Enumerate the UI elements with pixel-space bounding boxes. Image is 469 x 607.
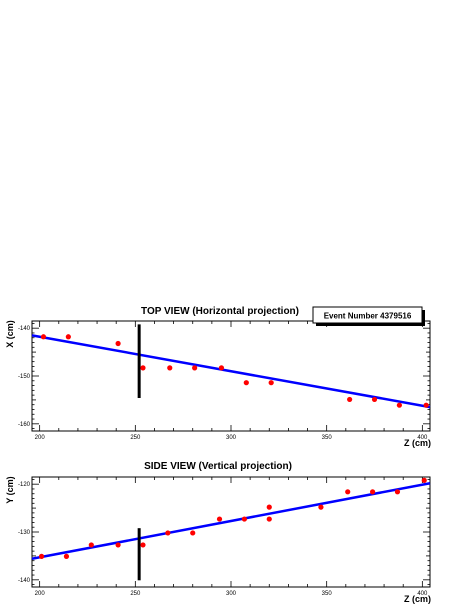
side-view-hit-point <box>63 553 70 559</box>
side-view-hit-point <box>241 516 247 522</box>
top-view-hit-point <box>423 402 429 408</box>
event-number-box: Event Number 4379516 <box>312 306 425 326</box>
side-view-hit-point <box>165 530 171 536</box>
top-view-hit-point <box>115 340 121 347</box>
side-view-ytick-label: -140 <box>18 578 31 584</box>
top-view-hit-point <box>40 334 47 340</box>
top-view-xtick-label: 350 <box>322 435 333 441</box>
top-view-hit-point <box>347 396 353 403</box>
top-view-fit-line <box>31 334 431 409</box>
side-view-hit-point <box>190 530 196 536</box>
side-view-xtick-label: 350 <box>322 591 333 597</box>
event-number-label: Event Number 4379516 <box>324 312 412 321</box>
event-number-box-frame <box>312 306 423 324</box>
top-view-hit-point <box>167 365 173 371</box>
side-view-ylabel: Y (cm) <box>5 476 15 503</box>
top-view-ytick-label: -140 <box>18 326 31 332</box>
top-view-hit-point <box>140 365 146 371</box>
top-view-xtick-label: 250 <box>130 435 141 441</box>
side-view-hit-point <box>88 542 94 548</box>
side-view-hit-point <box>216 516 223 522</box>
top-view-xtick-label: 400 <box>417 435 428 441</box>
side-view-ytick-label: -130 <box>18 530 31 536</box>
side-view-xtick-label: 250 <box>130 591 141 597</box>
top-view-hit-point <box>218 365 225 371</box>
top-view-xtick-label: 200 <box>35 435 46 441</box>
side-view-hit-point <box>140 542 146 548</box>
side-view-hit-point <box>345 489 351 495</box>
side-view-hit-point <box>266 504 272 510</box>
top-view-hit-point <box>243 380 249 386</box>
side-view-hit-point <box>421 477 427 483</box>
top-view-xtick-label: 300 <box>226 435 237 441</box>
side-view-xtick-label: 300 <box>226 591 237 597</box>
top-view-hit-point <box>371 396 378 403</box>
side-view-hit-point <box>266 516 272 522</box>
top-view-hit-point <box>65 334 71 340</box>
side-view-xtick-label: 200 <box>35 591 46 597</box>
side-view-hit-point <box>318 504 324 510</box>
top-view-plot-frame <box>31 320 431 432</box>
side-view-xlabel: Z (cm) <box>404 594 431 604</box>
side-view-hit-point <box>369 489 376 495</box>
side-view-hit-point <box>394 489 401 495</box>
side-view-fit-line <box>31 481 431 561</box>
top-view-title: TOP VIEW (Horizontal projection) <box>141 306 299 317</box>
side-view-hit-point <box>115 542 121 548</box>
top-view-ylabel: X (cm) <box>5 320 15 348</box>
top-view-hit-point <box>192 365 198 371</box>
top-view-panel: 200 250 300 350 400 -140 -150 -160 TOP VIEW (Hor… <box>5 306 431 448</box>
side-view-title: SIDE VIEW (Vertical projection) <box>144 461 292 472</box>
top-view-hit-point <box>268 380 274 386</box>
side-view-ytick-label: -120 <box>18 482 31 488</box>
top-view-ytick-label: -150 <box>18 374 31 380</box>
side-view-hit-point <box>38 553 45 559</box>
side-view-xtick-label: 400 <box>417 591 428 597</box>
top-view-ytick-label: -160 <box>18 422 31 428</box>
top-view-xlabel: Z (cm) <box>404 438 431 448</box>
side-view-panel: 200 250 300 350 400 -120 -130 -140 SIDE VIEW (Ve… <box>5 461 431 604</box>
top-view-hit-point <box>396 402 402 408</box>
